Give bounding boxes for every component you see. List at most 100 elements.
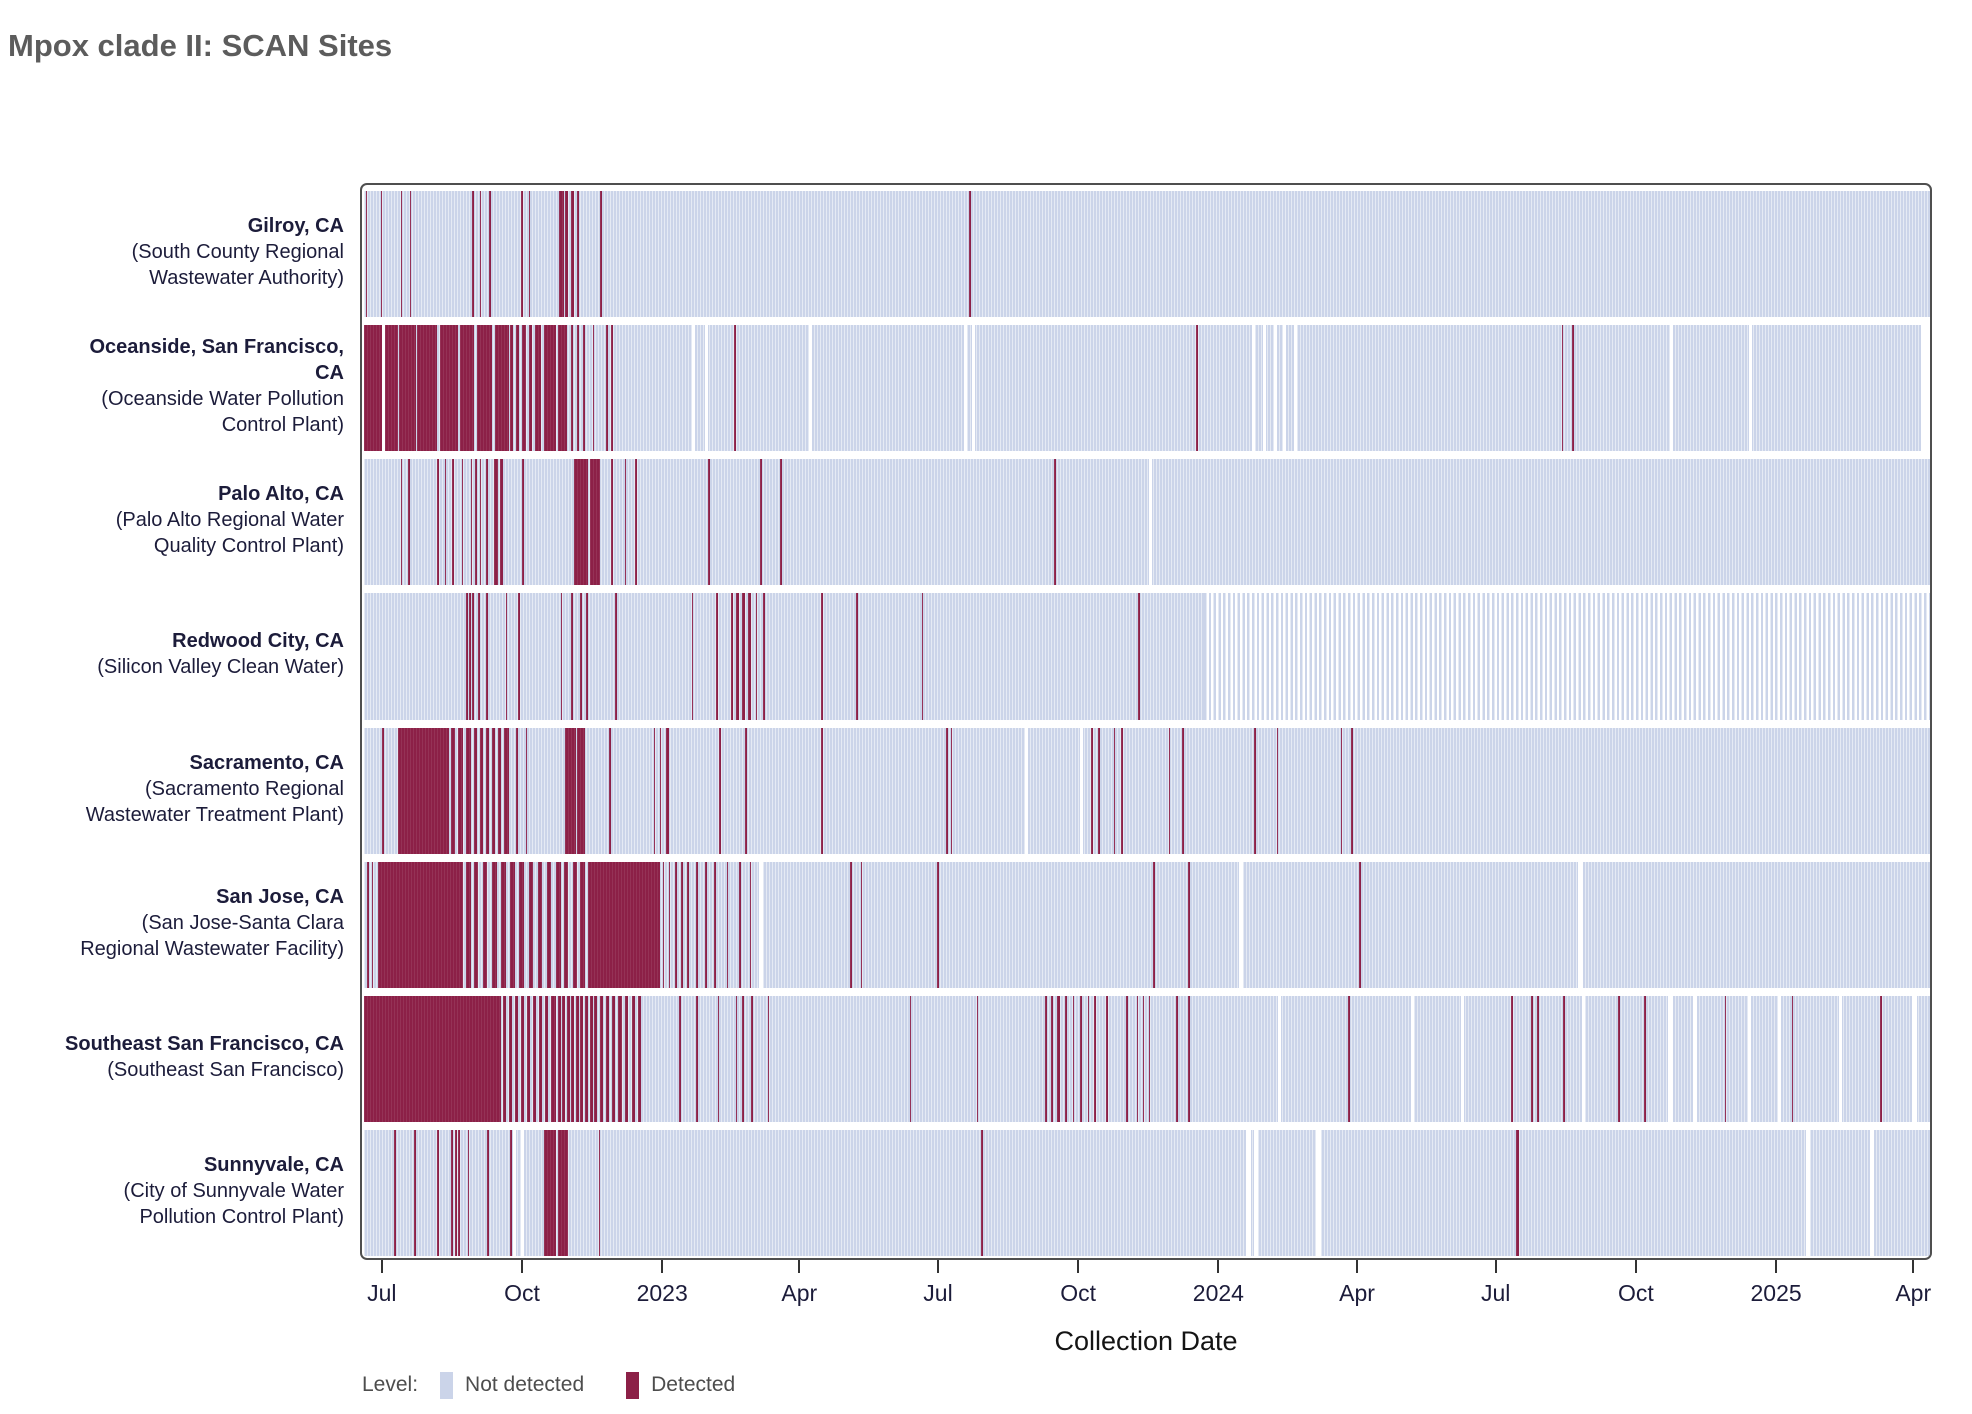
detected-mark [600,191,602,318]
missing-gap [1282,325,1286,452]
detected-mark [1359,861,1361,988]
missing-gap [1293,325,1297,452]
detected-mark [472,191,474,318]
detected-mark [1051,995,1053,1122]
detected-mark [478,593,480,720]
detected-mark [735,995,738,1122]
detected-mark [726,861,729,988]
detected-mark [1340,727,1343,854]
detected-mark [584,995,588,1122]
missing-gap [1263,325,1267,452]
detected-mark [731,593,733,720]
detected-mark [399,325,416,452]
detected-mark [1057,995,1061,1122]
detected-mark [598,1129,601,1256]
detected-mark [1880,995,1882,1122]
detected-mark [1080,995,1082,1122]
missing-gap [1252,325,1256,452]
detected-mark [479,191,482,318]
detected-mark [510,1129,512,1256]
detected-mark [539,995,543,1122]
detected-mark [594,995,598,1122]
detected-mark [1196,325,1198,452]
site-label: Redwood City, CA (Silicon Valley Clean Wa… [64,591,344,717]
detected-mark [475,459,477,586]
site-label: Southeast San Francisco, CA (Southeast Sa… [64,994,344,1120]
detected-mark [909,995,912,1122]
detected-mark [522,459,525,586]
detected-mark [760,459,762,586]
detected-mark [1168,727,1171,854]
detection-band [364,459,1930,586]
detected-mark [533,995,537,1122]
detected-mark [575,995,579,1122]
detected-mark [751,995,753,1122]
detected-mark [546,861,552,988]
site-city: Redwood City, CA [172,630,344,653]
detected-mark [767,995,770,1122]
chart-panel [360,183,1932,1260]
detected-mark [738,861,741,988]
site-label: Sunnyvale, CA (City of Sunnyvale Water Po… [64,1128,344,1254]
missing-gap [382,325,386,452]
detected-mark [572,861,578,988]
legend-items: Not detected Detected [440,1371,777,1399]
x-axis-tick-label: Oct [1060,1280,1097,1306]
detected-mark [717,995,720,1122]
detected-mark [525,727,528,854]
detected-mark [687,861,689,988]
missing-gap [1749,325,1753,452]
detected-mark [380,191,383,318]
missing-gap [1921,325,1930,452]
site-label: Oceanside, San Francisco, CA (Oceanside W… [64,323,344,449]
detected-mark [662,861,665,988]
detected-mark [589,995,593,1122]
detected-mark [610,325,613,452]
detected-mark [1142,995,1145,1122]
detected-mark [1563,995,1565,1122]
detected-mark [397,727,450,854]
detected-mark [668,861,671,988]
site-label: Gilroy, CA (South County Regional Wastewa… [64,189,344,315]
x-axis-tick-mark [1912,1260,1915,1273]
detected-mark [444,459,447,586]
detected-mark [450,727,456,854]
detected-mark [519,861,524,988]
detected-mark [749,861,752,988]
detected-mark [1561,325,1564,452]
x-axis-tick-label: Jul [1481,1280,1511,1306]
detected-mark [473,727,477,854]
x-axis-tick-label: Apr [1895,1280,1932,1306]
detected-mark [1276,727,1279,854]
missing-gap [972,325,976,452]
x-axis-tick-mark [937,1260,939,1273]
detected-mark [493,459,499,586]
detected-mark [1351,727,1354,854]
detected-mark [528,191,531,318]
detected-mark [1188,995,1191,1122]
detected-mark [856,593,858,720]
detected-mark [522,325,526,452]
detected-mark [1125,995,1128,1122]
detected-mark [1644,995,1646,1122]
detected-mark [665,727,669,854]
detected-mark [466,593,468,720]
detected-mark [560,593,563,720]
detected-mark [571,995,575,1122]
legend-item: Not detected [440,1371,585,1399]
detected-mark [719,727,721,854]
detected-mark [437,1129,439,1256]
detected-mark [763,593,765,720]
missing-gap [1912,995,1917,1122]
detected-mark [559,191,564,318]
legend-item: Detected [626,1371,735,1399]
missing-gap [1238,861,1244,988]
missing-gap [1669,325,1673,452]
detected-mark [580,593,583,720]
detected-mark [501,861,506,988]
legend-item-label: Not detected [465,1373,585,1396]
detected-mark [755,593,758,720]
detected-mark [821,593,823,720]
site-facility: (Sacramento Regional Wastewater Treatmen… [85,777,344,826]
